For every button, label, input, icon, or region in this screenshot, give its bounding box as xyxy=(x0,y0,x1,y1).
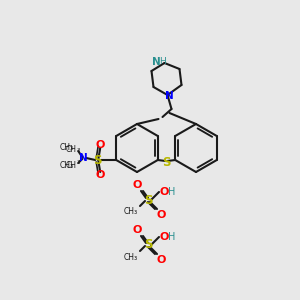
Text: N: N xyxy=(165,91,174,101)
Text: O: O xyxy=(95,140,105,150)
Text: CH₃: CH₃ xyxy=(59,143,73,152)
Text: CH: CH xyxy=(66,145,77,154)
Text: O: O xyxy=(156,210,166,220)
Text: CH₃: CH₃ xyxy=(59,161,73,170)
Text: CH₃: CH₃ xyxy=(124,253,138,262)
Text: O: O xyxy=(132,180,142,190)
Text: N: N xyxy=(152,57,161,67)
Text: H: H xyxy=(168,232,176,242)
Text: S: S xyxy=(144,238,152,251)
Text: O: O xyxy=(159,187,169,197)
Text: H: H xyxy=(168,187,176,197)
Text: O: O xyxy=(156,255,166,265)
Text: O: O xyxy=(159,232,169,242)
Text: H: H xyxy=(159,56,166,65)
Text: 3: 3 xyxy=(76,148,80,154)
Text: S: S xyxy=(93,154,101,166)
Text: N: N xyxy=(79,153,88,163)
Text: O: O xyxy=(132,225,142,235)
Text: S: S xyxy=(162,155,171,169)
Text: CH: CH xyxy=(66,160,77,169)
Text: 3: 3 xyxy=(76,160,80,166)
Text: CH₃: CH₃ xyxy=(124,208,138,217)
Text: O: O xyxy=(95,170,105,180)
Text: S: S xyxy=(144,194,152,206)
